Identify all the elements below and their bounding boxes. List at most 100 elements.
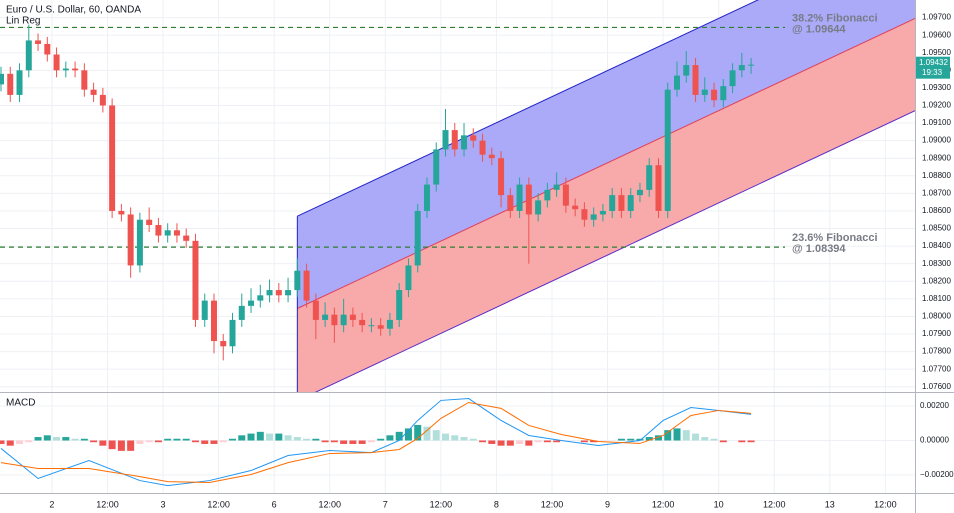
histogram-bar <box>127 440 135 451</box>
histogram-bar <box>266 433 274 441</box>
histogram-bar <box>386 435 394 441</box>
channel-lower-line <box>314 110 915 392</box>
candle-body <box>738 65 745 71</box>
histogram-bar <box>0 440 5 444</box>
candle-body <box>35 40 42 44</box>
candle-body <box>692 65 699 95</box>
histogram-bar <box>590 440 598 443</box>
candle-body <box>164 230 171 236</box>
histogram-bar <box>627 438 635 441</box>
candle-body <box>729 70 736 87</box>
candle-body <box>238 305 245 320</box>
candle-body <box>62 68 69 71</box>
candle-body <box>479 140 486 155</box>
histogram-bar <box>6 440 14 446</box>
histogram-bar <box>210 440 218 444</box>
channel-upper-line <box>297 0 759 217</box>
signal-line <box>0 401 752 483</box>
candle-body <box>433 149 440 185</box>
histogram-bar <box>654 435 662 441</box>
histogram-bar <box>108 440 116 450</box>
candle-body <box>285 290 292 296</box>
candle-body <box>451 130 458 150</box>
x-tick-label: 12:00 <box>763 499 786 509</box>
histogram-bar <box>479 440 487 443</box>
histogram-bar <box>673 428 681 441</box>
histogram-bar <box>506 440 514 446</box>
candle-body <box>590 214 597 220</box>
candle-body <box>118 210 125 215</box>
histogram-bar <box>43 435 51 441</box>
histogram-bar <box>395 431 403 441</box>
histogram-bar <box>136 440 144 444</box>
y-tick-label: 1.08100 <box>922 294 951 303</box>
macd-title: MACD <box>6 398 35 409</box>
histogram-bar <box>117 440 125 451</box>
y-tick-label: 1.08700 <box>922 188 951 197</box>
histogram-bar <box>692 433 700 441</box>
histogram-bar <box>247 433 255 441</box>
channel-upper-fill <box>297 0 915 309</box>
x-tick-label: 12:00 <box>541 499 564 509</box>
histogram-bar <box>303 438 311 441</box>
countdown-label: 19:33 <box>922 68 943 77</box>
candle-body <box>711 89 718 101</box>
candle-body <box>461 135 468 150</box>
candle-body <box>618 195 625 211</box>
candle-body <box>183 235 190 241</box>
candle-body <box>396 290 403 320</box>
candle-body <box>377 325 384 329</box>
candle-body <box>599 210 606 215</box>
candle-body <box>322 314 329 320</box>
y-tick-label: 1.07600 <box>922 382 951 391</box>
y-tick-label: 0.00200 <box>920 401 949 410</box>
candle-body <box>498 158 505 196</box>
candle-body <box>266 290 273 296</box>
channel-middle-line <box>297 18 915 309</box>
histogram-bar <box>256 431 264 441</box>
candle-body <box>220 341 227 347</box>
candle-body <box>414 210 421 266</box>
fib-value-label: @ 1.08394 <box>792 243 846 255</box>
candle-body <box>72 68 79 71</box>
x-tick-label: 12:00 <box>207 499 230 509</box>
x-tick-label: 9 <box>605 499 610 509</box>
candle-body <box>201 300 208 320</box>
histogram-bar <box>191 440 199 443</box>
candle-body <box>423 184 430 211</box>
macd-pane <box>0 398 755 487</box>
y-tick-label: 1.08500 <box>922 224 951 233</box>
histogram-bar <box>404 428 412 441</box>
candle-body <box>81 70 88 90</box>
histogram-bar <box>460 437 468 441</box>
histogram-bar <box>682 430 690 441</box>
y-tick-label: 1.09300 <box>922 83 951 92</box>
candle-body <box>275 290 282 296</box>
candle-body <box>470 135 477 141</box>
candle-body <box>44 43 51 55</box>
candle-body <box>720 86 727 101</box>
histogram-bar <box>284 435 292 441</box>
fib-label: 23.6% Fibonacci <box>792 232 878 244</box>
candle-body <box>331 314 338 326</box>
histogram-bar <box>543 440 551 443</box>
candle-body <box>609 195 616 211</box>
y-tick-label: 0.00000 <box>920 436 949 445</box>
histogram-bar <box>219 440 227 443</box>
y-tick-label: 1.08800 <box>922 171 951 180</box>
histogram-bar <box>62 437 70 441</box>
candle-body <box>664 89 671 211</box>
candle-body <box>109 105 116 211</box>
candle-body <box>294 270 301 291</box>
candle-body <box>16 70 23 95</box>
x-tick-label: 12:00 <box>874 499 897 509</box>
y-tick-label: −0.00200 <box>920 470 954 479</box>
y-tick-label: 1.07900 <box>922 329 951 338</box>
y-tick-label: 1.07800 <box>922 347 951 356</box>
chart-title: Euro / U.S. Dollar, 60, OANDA <box>6 5 141 16</box>
histogram-bar <box>90 440 98 443</box>
candle-body <box>553 184 560 190</box>
histogram-bar <box>451 435 459 441</box>
